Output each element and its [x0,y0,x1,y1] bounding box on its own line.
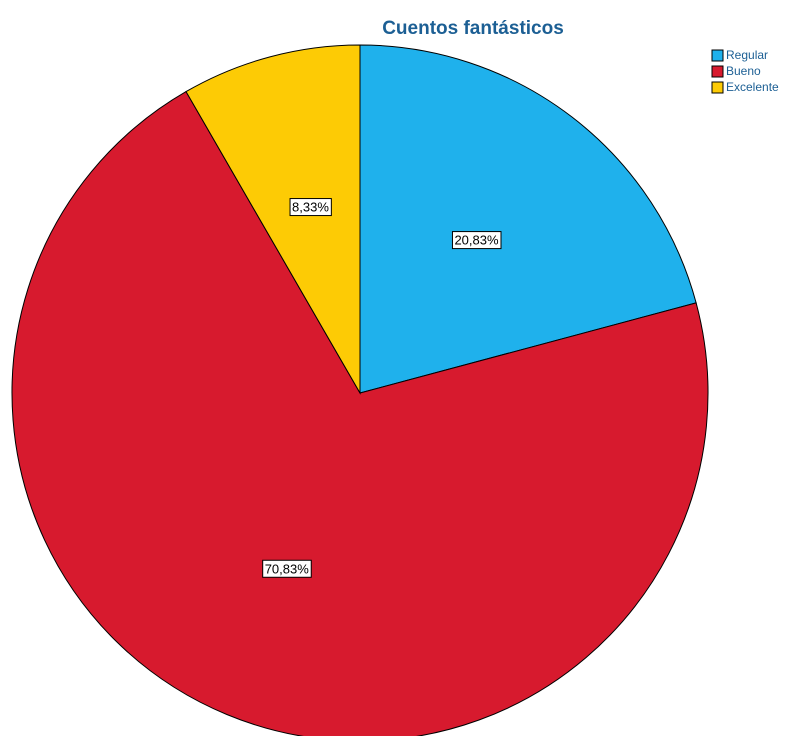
data-label: 70,83% [265,561,310,576]
pie-slice [185,44,361,395]
data-label: 8,33% [292,200,329,215]
data-label: 20,83% [454,233,499,248]
legend-swatch [711,49,724,62]
label-box [451,231,502,250]
pie-slice [11,90,709,736]
legend-label: Excelente [726,80,779,94]
legend-label: Regular [726,48,768,62]
legend-swatch [711,65,724,78]
label-box [289,198,332,217]
legend-swatch [711,81,724,94]
chart-title: Cuentos fantásticos [382,18,564,39]
pie-slice [359,44,697,394]
label-box [262,559,312,578]
legend-label: Bueno [726,64,761,78]
